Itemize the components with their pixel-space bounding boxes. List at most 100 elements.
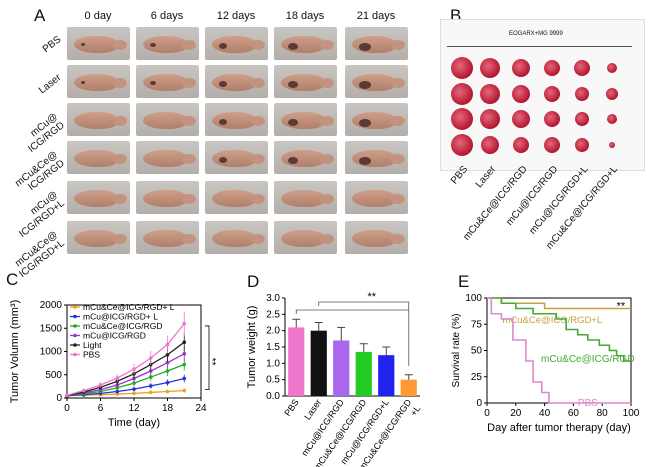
tumor-sample	[451, 83, 473, 105]
x-axis-label: Time (day)	[108, 417, 160, 429]
mouse-photo	[345, 27, 408, 60]
bar	[400, 379, 417, 396]
x-tick-label: 12	[128, 403, 140, 414]
mouse-photo	[205, 181, 268, 214]
mouse-photo	[274, 181, 337, 214]
legend-marker	[73, 352, 77, 357]
timepoint-label: 12 days	[216, 10, 256, 22]
tumor-mark	[359, 81, 371, 89]
mouse-photo	[67, 27, 130, 60]
legend-marker	[73, 314, 77, 319]
x-tick-label: 80	[597, 408, 609, 419]
tumor-sample	[512, 85, 530, 103]
tumor-mark	[288, 81, 298, 88]
legend-label: PBS	[83, 350, 100, 360]
data-point	[115, 383, 120, 387]
mouse-photo	[205, 221, 268, 254]
mouse-photo	[345, 65, 408, 98]
data-point	[132, 367, 136, 371]
data-point	[165, 380, 170, 385]
mouse-photo	[136, 65, 199, 98]
series-line	[66, 377, 185, 397]
mouse-photo	[67, 221, 130, 254]
tumor-sample	[544, 111, 560, 127]
tumor-mark	[359, 119, 371, 127]
x-tick-label: 18	[162, 403, 174, 414]
mouse-photo	[67, 181, 130, 214]
survival-chart: 0 20 40 60 80 100 0 25 50 75 100 Day after tumor th…	[451, 293, 640, 434]
data-point	[148, 356, 153, 360]
tumor-mark	[288, 157, 298, 164]
mouse-photo	[274, 27, 337, 60]
data-point	[148, 384, 153, 388]
tumor-sample	[451, 108, 473, 130]
data-point	[132, 387, 136, 391]
x-tick-label: 100	[623, 408, 640, 419]
tumor-mark	[219, 157, 227, 163]
tumor-mark	[359, 157, 371, 165]
ruler: EOGARX+MG 9999	[447, 31, 632, 47]
mouse-photo	[274, 141, 337, 174]
mouse-photo	[136, 221, 199, 254]
data-point	[165, 360, 170, 365]
data-point	[165, 369, 170, 373]
data-point	[148, 375, 153, 379]
mouse-body	[212, 190, 265, 207]
series-label: PBS	[578, 398, 598, 409]
y-tick-label: 1.5	[266, 342, 280, 353]
data-point	[182, 362, 187, 367]
mouse-photo	[345, 103, 408, 136]
mouse-body	[74, 112, 127, 129]
timepoint-label: 0 day	[84, 10, 112, 22]
panel-c-label: C	[6, 270, 19, 289]
series-label: mCu&Ce@ICG/RGD	[541, 354, 635, 365]
significance-bracket	[295, 309, 409, 314]
y-tick-label: 1.0	[266, 358, 280, 369]
x-tick-label: 40	[539, 408, 551, 419]
y-tick-label: 1000	[40, 347, 63, 358]
tumor-sample	[513, 137, 529, 153]
legend-marker	[73, 324, 77, 328]
legend-marker	[73, 305, 77, 309]
data-point	[115, 376, 120, 380]
tumor-sample	[607, 63, 617, 73]
tumor-mark	[219, 43, 227, 49]
tumor-sample	[574, 60, 590, 76]
mouse-photo	[345, 221, 408, 254]
tumor-sample	[607, 114, 617, 124]
data-point	[148, 390, 153, 395]
y-tick-label: 25	[471, 372, 483, 383]
bar	[310, 330, 327, 396]
survival-curve	[487, 297, 631, 404]
mouse-photo	[136, 103, 199, 136]
tumor-sample	[606, 88, 618, 100]
mouse-body	[143, 112, 196, 129]
mouse-body	[352, 190, 405, 207]
timepoint-label: 18 days	[285, 10, 325, 22]
mouse-photo	[205, 65, 268, 98]
data-point	[165, 352, 170, 357]
mouse-photo	[205, 27, 268, 60]
y-tick-label: 75	[471, 319, 483, 330]
legend-label: mCu&Ce@ICG/RGD	[83, 321, 162, 331]
tumor-mark	[81, 43, 85, 46]
panel-b-label: B	[450, 6, 462, 25]
mouse-body	[143, 150, 196, 167]
tumor-sample	[544, 86, 560, 102]
x-tick-label: 6	[98, 403, 104, 414]
series-line	[66, 353, 185, 397]
y-tick-label: 2.5	[266, 309, 280, 320]
mouse-photo	[136, 141, 199, 174]
data-point	[165, 342, 170, 347]
mouse-body	[281, 230, 334, 247]
legend-label: mCu@ICG/RGD+ L	[83, 312, 158, 322]
mouse-photo	[274, 65, 337, 98]
data-point	[182, 352, 187, 356]
tumor-sample	[575, 138, 589, 152]
mouse-photo	[345, 181, 408, 214]
panel-a-label: A	[34, 6, 46, 25]
y-tick-label: 500	[45, 370, 62, 381]
mouse-photo	[67, 141, 130, 174]
mouse-photo	[274, 103, 337, 136]
significance-bracket	[205, 325, 210, 391]
